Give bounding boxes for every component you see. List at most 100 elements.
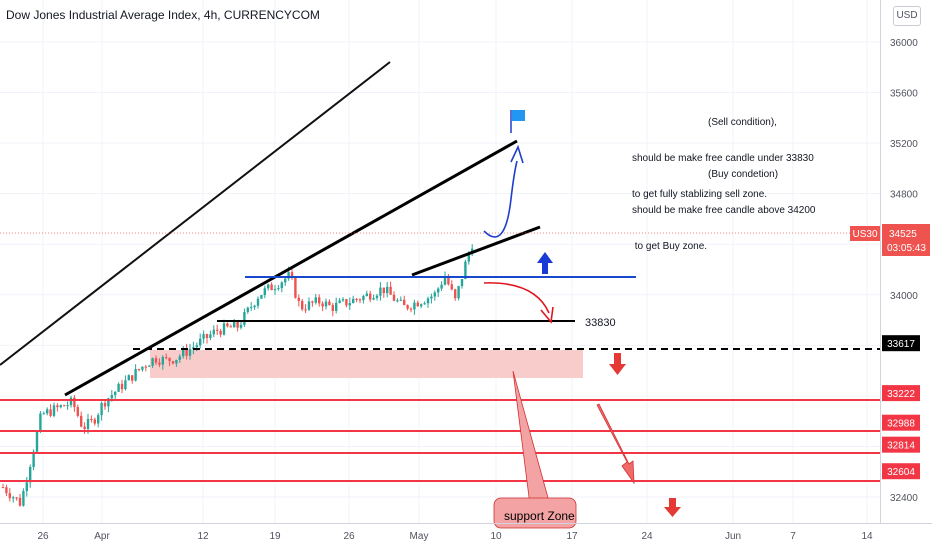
candle-body xyxy=(426,298,430,304)
level-badge-label: 32988 xyxy=(887,419,915,430)
candlestick-series xyxy=(1,244,474,507)
price-tick-label: 36000 xyxy=(890,38,918,49)
candle-body xyxy=(229,326,232,328)
candle-body xyxy=(151,358,154,366)
candle-body xyxy=(284,278,287,283)
candle-body xyxy=(260,295,263,299)
candle-body xyxy=(345,299,348,306)
candle-body xyxy=(154,358,158,363)
candle-body xyxy=(246,307,249,312)
candle-body xyxy=(199,338,202,346)
candle-body xyxy=(386,286,389,294)
candle-body xyxy=(8,493,11,499)
candle-body xyxy=(178,356,181,360)
time-tick-label: 7 xyxy=(790,531,796,542)
candle-body xyxy=(440,284,443,289)
candle-body xyxy=(263,288,266,296)
level-badge xyxy=(882,463,920,480)
level-badges: 33617 33222 32988 32814 32604 xyxy=(882,335,920,480)
candle-body xyxy=(389,286,392,295)
candle-body xyxy=(97,415,100,424)
candle-body xyxy=(433,292,436,297)
candle-body xyxy=(52,405,56,416)
buy-note-line: should be make free candle above 34200 xyxy=(632,205,816,216)
candle-body xyxy=(185,348,188,356)
time-tick-label: 17 xyxy=(566,531,578,542)
candle-body xyxy=(25,482,28,492)
candle-body xyxy=(267,284,270,289)
candle-body xyxy=(358,299,362,301)
sell-note-line: to get fully stablizing sell zone. xyxy=(632,189,768,200)
sell-note-line: (Sell condition), xyxy=(708,117,777,128)
level-badge-label: 32814 xyxy=(887,441,915,452)
candle-body xyxy=(328,301,331,306)
candle-body xyxy=(216,329,219,331)
price-tick-label: 35200 xyxy=(890,139,918,150)
support-zone-callout-box xyxy=(493,497,577,529)
svg-text:03:05:43: 03:05:43 xyxy=(887,243,926,254)
level-badge xyxy=(882,414,920,431)
time-tick-label: 10 xyxy=(490,531,502,542)
candle-body xyxy=(243,311,246,325)
candle-body xyxy=(63,405,66,407)
candle-body xyxy=(365,293,368,296)
candle-body xyxy=(467,253,470,262)
candle-body xyxy=(80,415,83,427)
red-down-arrow-icon xyxy=(609,353,626,375)
candle-body xyxy=(321,303,324,307)
candle-body xyxy=(226,323,229,327)
chart-grid xyxy=(0,0,880,523)
price-tick-label: 35600 xyxy=(890,89,918,100)
candle-body xyxy=(460,279,464,287)
sell-projection-arrowhead xyxy=(540,306,554,324)
time-tick-label: May xyxy=(410,531,429,542)
candle-body xyxy=(32,451,35,468)
candle-body xyxy=(12,497,15,499)
candle-body xyxy=(124,380,127,390)
candle-body xyxy=(430,296,433,299)
candle-body xyxy=(290,272,294,278)
candle-body xyxy=(287,272,290,279)
wedge-lower-trendline xyxy=(411,225,541,277)
time-tick-label: 24 xyxy=(641,531,653,542)
candle-body xyxy=(39,413,42,432)
time-tick-label: 19 xyxy=(269,531,281,542)
currency-button[interactable]: USD xyxy=(893,6,921,26)
candle-body xyxy=(222,323,226,335)
candle-body xyxy=(188,349,192,356)
red-diagonal-arrow-icon xyxy=(596,403,635,485)
support-zone-rect xyxy=(150,350,583,378)
candle-body xyxy=(212,329,215,335)
upper-channel-line xyxy=(0,61,391,366)
candle-body xyxy=(420,304,423,307)
candle-body xyxy=(195,345,198,348)
candle-body xyxy=(324,301,328,307)
candle-body xyxy=(443,276,447,285)
level-badge-label: 33617 xyxy=(887,339,915,350)
candle-body xyxy=(107,398,110,407)
candle-body xyxy=(457,286,460,299)
candle-body xyxy=(120,383,124,390)
candle-body xyxy=(413,302,416,310)
buy-projection-curve xyxy=(483,160,518,238)
candle-body xyxy=(49,409,52,416)
candle-body xyxy=(46,409,49,414)
candle-body xyxy=(209,334,212,338)
candle-body xyxy=(280,282,283,289)
time-axis[interactable]: 26 Apr 12 19 26 May 10 17 24 Jun 7 14 xyxy=(0,523,932,543)
candle-body xyxy=(423,303,426,305)
candle-body xyxy=(73,397,76,408)
candle-body xyxy=(399,299,402,301)
candle-body xyxy=(56,405,59,408)
blue-up-arrow-icon xyxy=(537,252,553,274)
buy-note-line: to get Buy zone. xyxy=(632,241,708,252)
candle-body xyxy=(331,305,334,311)
candle-body xyxy=(29,467,32,483)
level-badge-label: 33222 xyxy=(887,389,915,400)
candle-body xyxy=(5,487,8,494)
candle-body xyxy=(219,330,222,335)
candle-body xyxy=(382,287,385,294)
candle-body xyxy=(297,297,300,301)
candle-body xyxy=(464,261,467,280)
